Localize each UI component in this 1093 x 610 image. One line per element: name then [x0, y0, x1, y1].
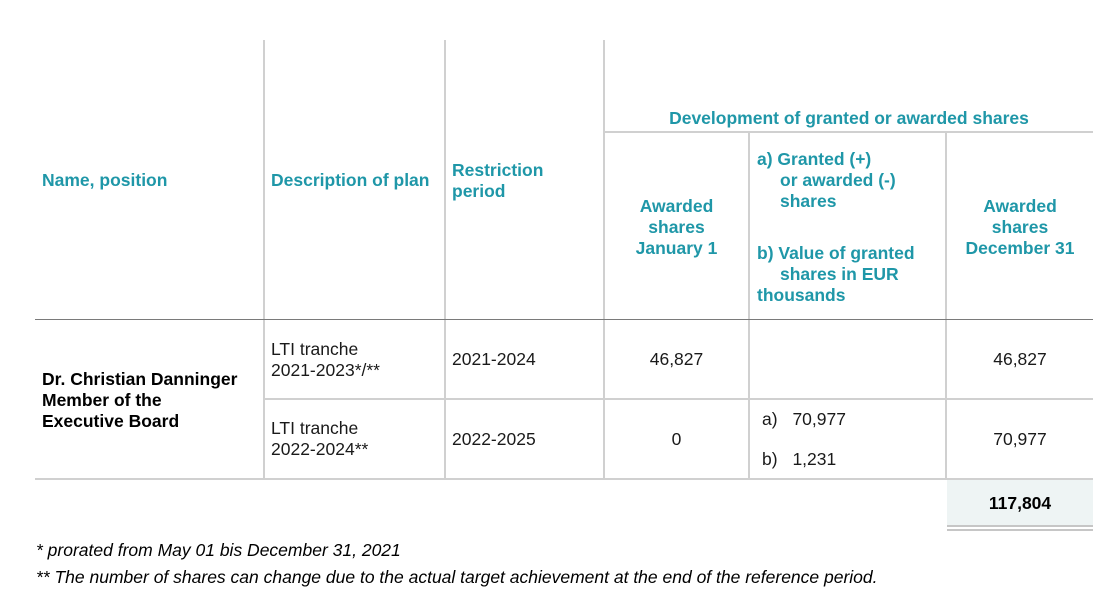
header-granted-b-line1: b) Value of granted [757, 243, 915, 263]
col-divider-1 [263, 40, 265, 320]
header-granted-a-line2: or awarded (-) [780, 170, 896, 190]
person-name: Dr. Christian Danninger [42, 369, 238, 389]
header-awarded-jan-line2: shares [648, 217, 705, 237]
header-restriction-line2: period [452, 181, 506, 201]
header-awarded-december: Awarded shares December 31 [947, 196, 1093, 259]
header-granted-b-line2: shares in EUR [780, 264, 899, 284]
col-divider-4 [748, 133, 750, 320]
header-awarded-dec-line1: Awarded [983, 196, 1057, 216]
row2-granted-a-value: 70,977 [792, 409, 846, 429]
header-granted-b-line3: thousands [757, 285, 846, 305]
header-description-of-plan: Description of plan [271, 170, 430, 190]
row-separator [265, 398, 1093, 400]
body-col-divider-1 [263, 320, 265, 478]
header-restriction-line1: Restriction [452, 160, 544, 180]
row1-plan-line2: 2021-2023*/** [271, 360, 380, 380]
header-awarded-jan-line3: January 1 [635, 238, 718, 258]
total-value: 117,804 [988, 493, 1052, 513]
header-bottom-line [35, 319, 1093, 320]
row2-plan-line2: 2022-2024** [271, 439, 369, 459]
person-position-line1: Member of the [42, 390, 162, 410]
row1-plan: LTI tranche 2021-2023*/** [271, 339, 380, 381]
col-divider-2 [444, 40, 446, 320]
header-restriction-period: Restriction period [452, 160, 543, 202]
row1-jan1: 46,827 [649, 349, 704, 369]
row2-dec31: 70,977 [993, 429, 1047, 449]
person-position-line2: Executive Board [42, 411, 180, 431]
header-awarded-january: Awarded shares January 1 [605, 196, 748, 259]
table-bottom-line [35, 478, 1093, 480]
total-cell-background [947, 480, 1093, 526]
header-name-position: Name, position [42, 170, 168, 190]
person-name-position: Dr. Christian Danninger Member of the Ex… [42, 369, 237, 432]
row1-dec31: 46,827 [993, 349, 1047, 369]
row2-granted-a: a) 70,977 [762, 409, 846, 430]
row2-granted-a-prefix: a) [762, 409, 778, 429]
row2-granted-b-value: 1,231 [792, 449, 837, 469]
header-awarded-jan-line1: Awarded [639, 196, 714, 216]
total-underline-2 [947, 529, 1093, 531]
header-group-development: Development of granted or awarded shares [669, 108, 1029, 128]
header-awarded-dec-line2: shares [991, 217, 1049, 237]
header-granted-a: a) Granted (+) or awarded (-) shares [757, 149, 896, 212]
row2-period: 2022-2025 [452, 429, 536, 449]
row2-granted-b: b) 1,231 [762, 449, 836, 470]
group-header-underline [605, 131, 1093, 133]
header-granted-b: b) Value of granted shares in EUR thousa… [757, 243, 915, 306]
footnote-2: ** The number of shares can change due t… [36, 567, 878, 587]
header-granted-a-line3: shares [780, 191, 837, 211]
row1-plan-line1: LTI tranche [271, 339, 359, 359]
row2-jan1: 0 [671, 429, 682, 449]
total-underline-1 [947, 525, 1093, 527]
row1-period: 2021-2024 [452, 349, 536, 369]
row2-plan: LTI tranche 2022-2024** [271, 418, 368, 460]
row2-granted-b-prefix: b) [762, 449, 778, 469]
row2-plan-line1: LTI tranche [271, 418, 359, 438]
col-divider-5 [945, 133, 947, 320]
col-divider-3 [603, 40, 605, 320]
footnote-1: * prorated from May 01 bis December 31, … [36, 540, 401, 560]
header-awarded-dec-line3: December 31 [965, 238, 1075, 258]
header-granted-a-line1: a) Granted (+) [757, 149, 872, 169]
